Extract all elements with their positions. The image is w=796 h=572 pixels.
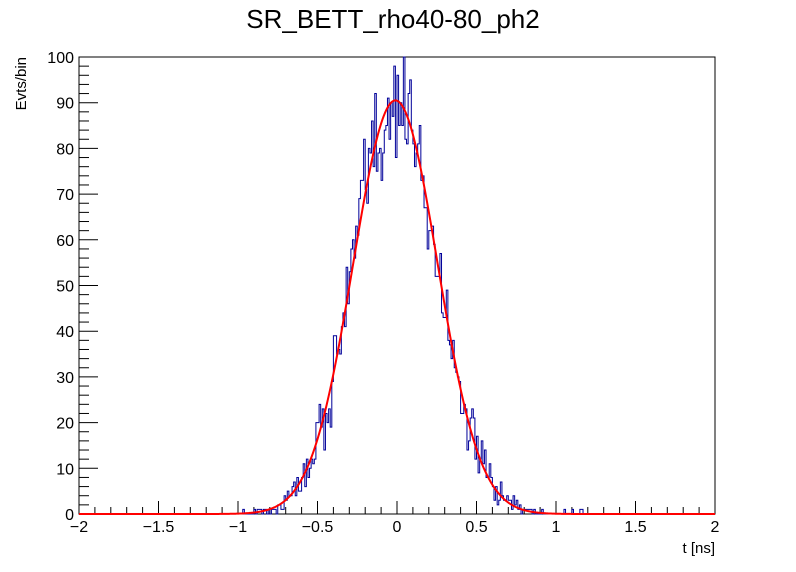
- x-axis-title: t [ns]: [682, 540, 715, 557]
- y-tick-label: 70: [56, 187, 74, 204]
- y-tick-label: 100: [47, 50, 74, 67]
- chart-title: SR_BETT_rho40-80_ph2: [246, 4, 539, 34]
- y-tick-label: 90: [56, 96, 74, 113]
- y-tick-label: 30: [56, 370, 74, 387]
- y-tick-label: 10: [56, 461, 74, 478]
- x-tick-label: −0.5: [302, 519, 334, 536]
- y-tick-label: 0: [65, 507, 74, 524]
- x-tick-label: 0: [393, 519, 402, 536]
- x-tick-label: −1.5: [143, 519, 175, 536]
- y-axis-title: Evts/bin: [13, 57, 30, 110]
- y-tick-label: 80: [56, 141, 74, 158]
- y-tick-label: 20: [56, 416, 74, 433]
- x-tick-label: 1: [552, 519, 561, 536]
- y-tick-label: 40: [56, 324, 74, 341]
- x-tick-label: −2: [70, 519, 88, 536]
- y-axis-ticks: 0 10 20 30 40 50 60 70 80 90 100: [47, 50, 98, 524]
- x-tick-label: −1: [229, 519, 247, 536]
- y-tick-label: 60: [56, 233, 74, 250]
- x-tick-label: 1.5: [624, 519, 646, 536]
- gaussian-fit-curve: [79, 99, 715, 515]
- histogram-series: [79, 56, 715, 515]
- x-axis-ticks: −2 −1.5 −1 −0.5 0 0.5 1 1.5 2: [70, 501, 720, 536]
- y-tick-label: 50: [56, 279, 74, 296]
- x-tick-label: 2: [711, 519, 720, 536]
- x-tick-label: 0.5: [465, 519, 487, 536]
